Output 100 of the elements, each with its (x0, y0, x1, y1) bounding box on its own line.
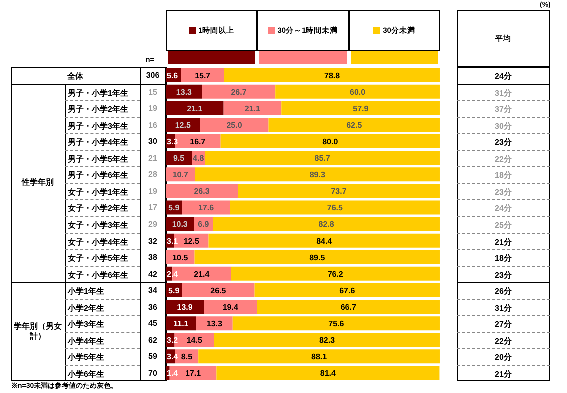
data-label: 80.0 (322, 137, 339, 146)
bar (202, 84, 276, 99)
bar (205, 151, 440, 166)
data-label: 26.3 (194, 187, 210, 196)
data-label: 84.4 (316, 236, 333, 246)
bar (182, 200, 230, 215)
bar (200, 118, 269, 132)
bar (224, 101, 282, 116)
y-tick-label: 女子・小学6年生 (68, 270, 128, 281)
text: 32 (148, 236, 158, 246)
data-label: 81.4 (320, 369, 337, 378)
bar (198, 350, 440, 364)
data-label: 89.5 (310, 253, 326, 262)
data-label: 26.7 (231, 88, 248, 97)
bar (232, 316, 440, 331)
y-tick-label: 女子・小学2年生 (68, 203, 128, 214)
y-tick-label: 男子・小学3年生 (68, 120, 128, 132)
y-tick-label: 小学4年生 (68, 336, 104, 347)
data-label: 3.4 (167, 352, 179, 362)
data-label: 21.1 (244, 104, 262, 114)
text: 62 (148, 336, 158, 345)
data-label: 73.7 (331, 187, 348, 196)
data-label: 5.9 (168, 286, 180, 296)
data-label: 60.0 (350, 88, 366, 97)
bar (231, 266, 440, 281)
data-label: 75.6 (328, 320, 345, 329)
data-label: 14.5 (186, 336, 203, 346)
data-label: 10.5 (172, 253, 189, 262)
text: 23分 (494, 137, 513, 148)
bar (181, 68, 224, 82)
data-label: 76.5 (327, 204, 344, 213)
y-tick-label: 小学1年生 (68, 286, 104, 298)
bar (166, 101, 224, 116)
text: 16 (148, 120, 158, 130)
text: 36 (148, 302, 158, 312)
text: 306 (145, 71, 161, 80)
text: 31分 (494, 302, 513, 314)
text: 19 (148, 104, 158, 114)
data-label: 57.9 (353, 104, 370, 114)
data-label: 88.1 (312, 352, 328, 362)
data-label: 2.4 (167, 270, 179, 279)
data-label: 11.1 (174, 320, 190, 329)
bar (254, 283, 440, 298)
bar (208, 234, 440, 248)
data-label: 3.1 (167, 236, 179, 246)
data-label: 13.9 (177, 302, 194, 312)
text: 42 (148, 270, 158, 279)
bar (194, 250, 440, 264)
data-label: 10.3 (172, 220, 188, 230)
text: 22分 (494, 336, 513, 347)
bar (213, 217, 440, 232)
text: 31分 (494, 88, 513, 99)
y-tick-label: 女子・小学5年生 (68, 253, 128, 264)
text: 学年別（男女計） (13, 322, 63, 342)
text: 18分 (494, 170, 513, 182)
data-label: 12.5 (184, 236, 200, 246)
bar (214, 333, 440, 348)
y-tick-label: 小学5年生 (68, 352, 104, 364)
text: 22分 (494, 154, 513, 165)
data-label: 3.2 (167, 336, 179, 346)
data-label: 3.3 (167, 137, 179, 146)
text: 25分 (494, 220, 513, 231)
text: 59 (148, 352, 158, 362)
data-label: 78.8 (324, 71, 341, 80)
data-label: 12.5 (175, 120, 192, 130)
y-tick-label: 男子・小学5年生 (68, 154, 128, 165)
text: 29 (148, 220, 158, 229)
text: 23分 (494, 186, 513, 198)
text: 21分 (494, 236, 513, 248)
data-label: 76.2 (328, 270, 344, 279)
text: 26分 (494, 286, 513, 298)
data-label: 26.5 (210, 286, 227, 296)
text: 18分 (494, 253, 513, 264)
text: 21 (148, 154, 158, 163)
data-label: 67.6 (340, 286, 356, 296)
data-label: 17.6 (198, 204, 215, 213)
text: 37分 (494, 104, 513, 116)
text: 19 (148, 186, 158, 196)
bar (276, 84, 440, 99)
text: 38 (148, 253, 158, 262)
data-label: 62.5 (346, 120, 363, 130)
bar (204, 300, 258, 314)
data-label: 6.9 (198, 220, 210, 230)
text: 17 (148, 203, 158, 212)
bar (182, 283, 255, 298)
data-label: 21.4 (194, 270, 210, 279)
y-tick-label: 女子・小学1年生 (68, 186, 128, 198)
y-tick-label: 男子・小学4年生 (68, 137, 128, 148)
data-label: 5.6 (167, 71, 179, 80)
data-label: 16.7 (190, 137, 206, 146)
data-label: 82.3 (319, 336, 336, 346)
bar (282, 101, 440, 116)
bar (230, 200, 440, 215)
data-label: 21.1 (187, 104, 204, 114)
y-tick-label: 小学3年生 (68, 319, 104, 330)
data-label: 13.3 (206, 320, 223, 329)
data-label: 9.5 (173, 154, 186, 164)
y-tick-label: 全体 (66, 71, 84, 82)
text: 24分 (494, 203, 513, 214)
y-tick-label: 女子・小学4年生 (68, 236, 128, 248)
